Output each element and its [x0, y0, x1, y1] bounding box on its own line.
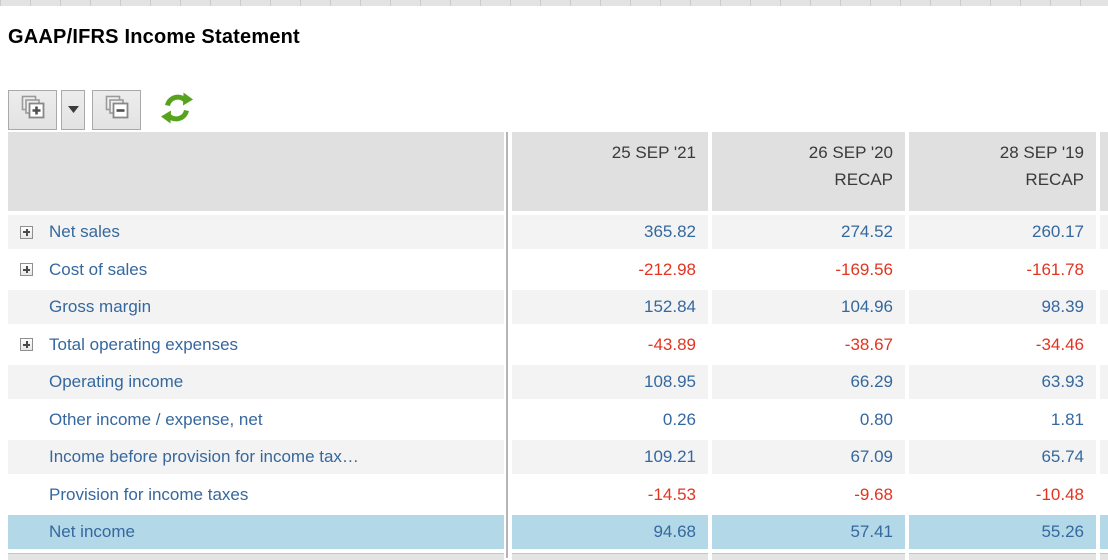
row-label: Total operating expenses — [49, 334, 239, 354]
header-cell-period: 26 SEP '20 RECAP — [712, 132, 905, 211]
value-cell-overflow — [1100, 365, 1108, 399]
expand-rows-button[interactable] — [8, 90, 57, 130]
value-cell: -169.56 — [835, 259, 893, 279]
value-cell: 65.74 — [909, 440, 1096, 474]
value-cell: 63.93 — [909, 365, 1096, 399]
value-cell: 260.17 — [909, 215, 1096, 249]
table-row[interactable]: Operating income 108.95 66.29 63.93 — [8, 365, 1108, 399]
row-label: Net income — [49, 522, 135, 541]
value-cell: 104.96 — [712, 290, 905, 324]
header-col-label: 26 SEP '20 — [808, 143, 893, 162]
header-col-sublabel: RECAP — [1025, 170, 1084, 189]
expand-icon[interactable] — [20, 225, 33, 239]
window-top-edge — [0, 0, 1108, 6]
value-cell-overflow — [1100, 403, 1108, 437]
income-statement-table: 25 SEP '21 26 SEP '20 RECAP 28 SEP '19 R… — [8, 132, 1108, 560]
header-col-sublabel: RECAP — [834, 170, 893, 189]
row-label: Net sales — [49, 222, 120, 241]
value-cell: 57.41 — [712, 515, 905, 549]
table-row[interactable]: Income before provision for income tax… … — [8, 440, 1108, 474]
value-cell: -212.98 — [638, 259, 696, 279]
table-row[interactable]: Gross margin 152.84 104.96 98.39 — [8, 290, 1108, 324]
value-cell: 0.80 — [859, 409, 893, 429]
value-cell: 94.68 — [512, 515, 708, 549]
table-row[interactable]: Net sales 365.82 274.52 260.17 — [8, 215, 1108, 249]
value-cell-overflow — [1100, 328, 1108, 362]
row-label: Other income / expense, net — [49, 409, 263, 429]
column-separator — [506, 132, 508, 558]
table-header-row: 25 SEP '21 26 SEP '20 RECAP 28 SEP '19 R… — [8, 132, 1108, 211]
value-cell: -34.46 — [1035, 334, 1084, 354]
value-cell: 98.39 — [909, 290, 1096, 324]
row-label: Operating income — [49, 372, 184, 391]
row-label-cell[interactable]: Gross margin — [8, 290, 504, 324]
row-label: Provision for income taxes — [49, 484, 249, 504]
value-cell: 1.81 — [1050, 409, 1084, 429]
value-cell: -14.53 — [647, 484, 696, 504]
value-cell: 55.26 — [909, 515, 1096, 549]
value-cell-overflow — [1100, 253, 1108, 287]
value-cell: 0.26 — [662, 409, 696, 429]
toolbar — [8, 90, 195, 130]
value-cell-overflow — [1100, 515, 1108, 549]
table-row[interactable]: Cost of sales -212.98 -169.56 -161.78 — [8, 253, 1108, 287]
pages-minus-icon — [103, 94, 131, 127]
row-label: Income before provision for income tax… — [49, 447, 359, 466]
refresh-button[interactable] — [159, 92, 195, 128]
value-cell: 365.82 — [512, 215, 708, 249]
header-cell-labels — [8, 132, 504, 211]
header-cell-overflow — [1100, 132, 1108, 211]
row-label-cell[interactable]: Net income — [8, 515, 504, 549]
value-cell: 67.09 — [712, 440, 905, 474]
expand-options-button[interactable] — [61, 90, 85, 130]
table-row[interactable]: Other income / expense, net 0.26 0.80 1.… — [8, 403, 1108, 437]
table-row[interactable]: Provision for income taxes -14.53 -9.68 … — [8, 478, 1108, 512]
value-cell-overflow — [1100, 478, 1108, 512]
row-label-cell[interactable]: Total operating expenses — [8, 328, 504, 362]
value-cell: -10.48 — [1035, 484, 1084, 504]
row-label-cell[interactable]: Provision for income taxes — [8, 478, 504, 512]
header-col-label: 28 SEP '19 — [999, 143, 1084, 162]
table-bottom-partial-row — [8, 552, 1108, 560]
header-cell-period: 25 SEP '21 — [512, 132, 708, 211]
value-cell-overflow — [1100, 215, 1108, 249]
value-cell-overflow — [1100, 290, 1108, 324]
value-cell: -38.67 — [844, 334, 893, 354]
value-cell: 109.21 — [512, 440, 708, 474]
collapse-rows-button[interactable] — [92, 90, 141, 130]
refresh-arrows-icon — [160, 91, 194, 130]
row-label-cell[interactable]: Net sales — [8, 215, 504, 249]
row-label-cell[interactable]: Cost of sales — [8, 253, 504, 287]
value-cell: 152.84 — [512, 290, 708, 324]
value-cell: 274.52 — [712, 215, 905, 249]
value-cell: 108.95 — [512, 365, 708, 399]
row-label: Gross margin — [49, 297, 152, 316]
pages-plus-icon — [19, 94, 47, 127]
value-cell: -43.89 — [647, 334, 696, 354]
header-col-label: 25 SEP '21 — [611, 143, 696, 162]
expand-icon[interactable] — [20, 338, 33, 351]
table-body: Net sales 365.82 274.52 260.17 Cost of s… — [8, 215, 1108, 549]
value-cell: 66.29 — [712, 365, 905, 399]
triangle-down-icon — [67, 101, 80, 119]
value-cell-overflow — [1100, 440, 1108, 474]
table-row[interactable]: Net income 94.68 57.41 55.26 — [8, 515, 1108, 549]
page-title: GAAP/IFRS Income Statement — [8, 26, 300, 48]
value-cell: -9.68 — [854, 484, 893, 504]
row-label-cell[interactable]: Income before provision for income tax… — [8, 440, 504, 474]
row-label-cell[interactable]: Other income / expense, net — [8, 403, 504, 437]
value-cell: -161.78 — [1026, 259, 1084, 279]
table-row[interactable]: Total operating expenses -43.89 -38.67 -… — [8, 328, 1108, 362]
row-label: Cost of sales — [49, 259, 148, 279]
row-label-cell[interactable]: Operating income — [8, 365, 504, 399]
expand-icon[interactable] — [20, 263, 33, 276]
header-cell-period: 28 SEP '19 RECAP — [909, 132, 1096, 211]
